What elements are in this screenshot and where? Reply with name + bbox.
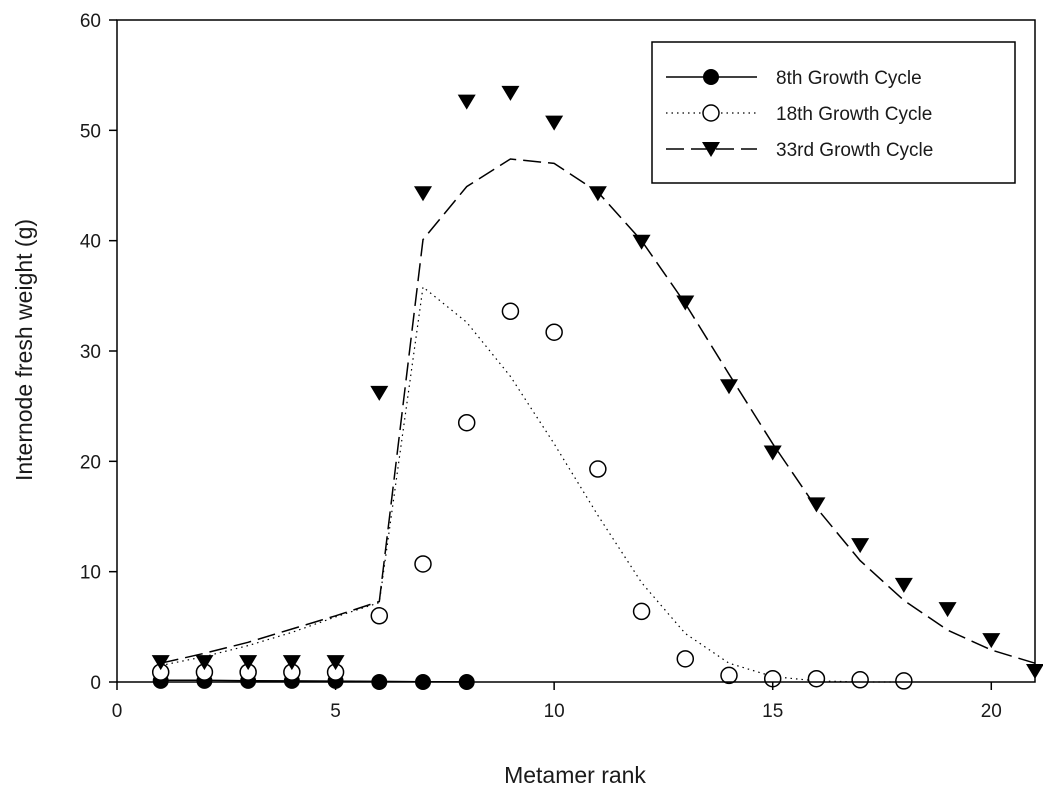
point-triangle-down xyxy=(195,655,214,671)
fit-line-series-1 xyxy=(160,285,904,683)
point-triangle-down xyxy=(763,445,782,461)
fitted-lines xyxy=(160,158,1036,683)
y-axis-title: Internode fresh weight (g) xyxy=(11,219,37,481)
point-triangle-down xyxy=(632,234,651,250)
x-tick-label: 20 xyxy=(981,701,1002,722)
legend-item-18th-growth-cycle: 18th Growth Cycle xyxy=(666,104,932,125)
point-open-circle xyxy=(414,555,432,573)
point-triangle-down xyxy=(982,633,1001,649)
legend: 8th Growth Cycle 18th Growth Cycle 33rd … xyxy=(651,41,1016,184)
point-triangle-down xyxy=(239,655,258,671)
point-triangle-down xyxy=(851,538,870,554)
legend-label-33rd-growth-cycle: 33rd Growth Cycle xyxy=(776,140,933,161)
point-open-circle xyxy=(720,666,738,685)
legend-label-18th-growth-cycle: 18th Growth Cycle xyxy=(776,104,932,125)
point-triangle-down xyxy=(326,655,345,671)
point-triangle-down xyxy=(414,186,432,202)
point-triangle-down xyxy=(151,655,170,671)
y-tick-label: 60 xyxy=(80,11,101,32)
point-triangle-down xyxy=(282,655,301,671)
point-triangle-down xyxy=(501,85,520,101)
y-tick-label: 30 xyxy=(80,342,101,363)
legend-open-circle-icon xyxy=(702,104,720,122)
legend-triangle-down-icon xyxy=(702,142,720,157)
legend-item-33rd-growth-cycle: 33rd Growth Cycle xyxy=(666,140,933,161)
point-triangle-down xyxy=(720,379,738,395)
point-triangle-down xyxy=(807,497,826,513)
point-open-circle xyxy=(807,669,826,688)
x-tick-label: 5 xyxy=(330,701,341,722)
point-open-circle xyxy=(370,607,389,625)
y-tick-label: 20 xyxy=(80,452,101,473)
point-open-circle xyxy=(589,460,607,478)
point-open-circle xyxy=(676,650,695,668)
point-triangle-down xyxy=(676,295,695,311)
x-axis-title: Metamer rank xyxy=(504,762,646,788)
point-triangle-down xyxy=(545,115,564,131)
point-open-circle xyxy=(851,671,869,689)
legend-label-8th-growth-cycle: 8th Growth Cycle xyxy=(776,68,922,89)
point-triangle-down xyxy=(938,602,957,618)
point-triangle-down xyxy=(370,385,389,401)
point-open-circle xyxy=(501,302,520,321)
y-tick-label: 10 xyxy=(80,563,101,584)
point-open-circle xyxy=(632,602,651,621)
x-tick-label: 10 xyxy=(544,701,565,722)
point-triangle-down xyxy=(588,186,607,202)
tick-labels: 0 5 10 15 20 0 10 20 30 40 50 60 xyxy=(80,11,1002,722)
axes xyxy=(109,19,1036,690)
point-open-circle xyxy=(545,323,563,341)
point-open-circle xyxy=(457,413,476,432)
point-triangle-down xyxy=(894,577,913,593)
y-tick-label: 50 xyxy=(80,121,101,142)
legend-filled-circle-icon xyxy=(703,69,719,85)
legend-item-8th-growth-cycle: 8th Growth Cycle xyxy=(666,68,922,89)
x-tick-label: 0 xyxy=(112,701,123,722)
y-tick-label: 0 xyxy=(90,673,101,694)
y-tick-label: 40 xyxy=(80,232,101,253)
point-triangle-down xyxy=(457,94,476,110)
x-tick-label: 15 xyxy=(762,701,783,722)
point-open-circle xyxy=(895,672,913,690)
